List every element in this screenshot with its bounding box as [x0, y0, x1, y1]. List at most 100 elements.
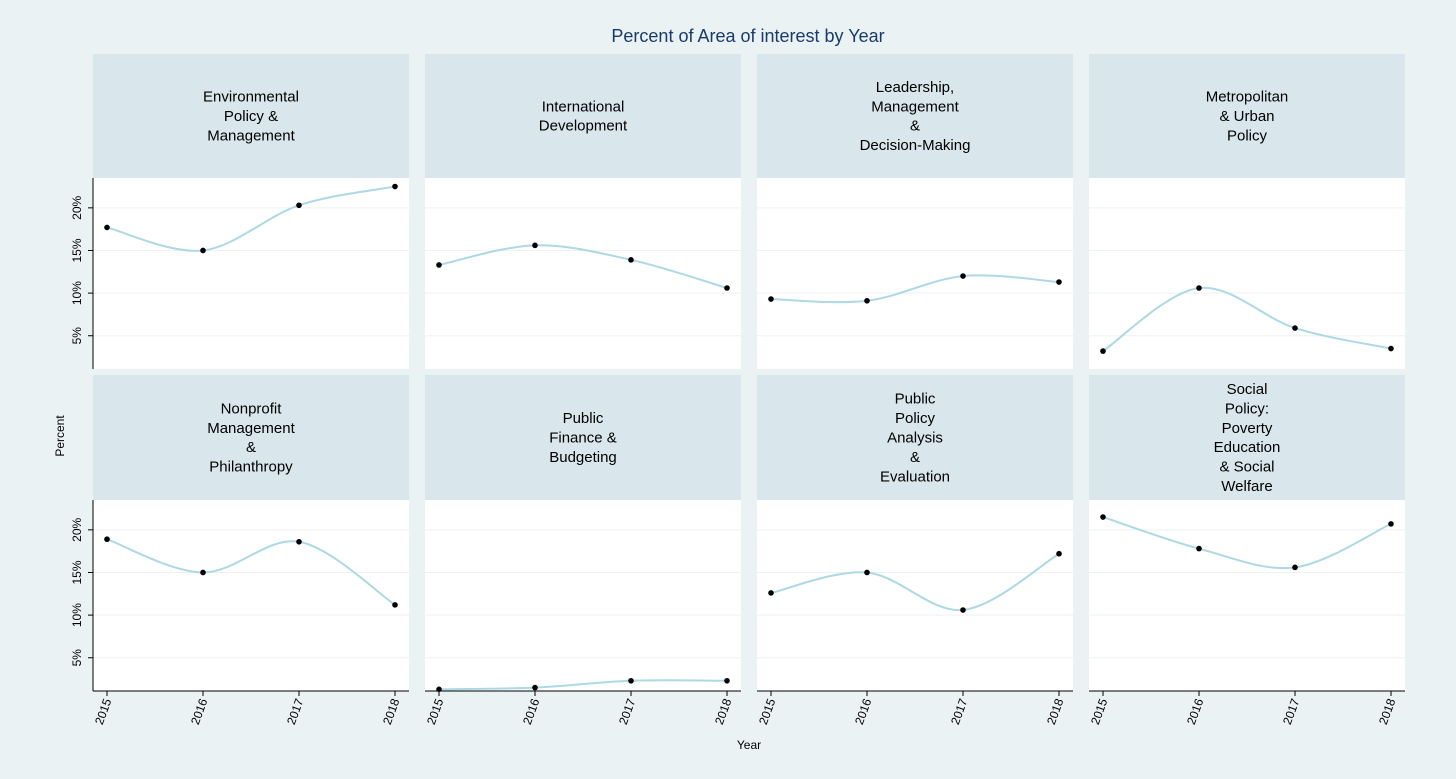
facet-label-line: Policy:: [1225, 400, 1269, 417]
panels: Environmental Policy & Management 5% 10% 15% 2…: [70, 54, 1405, 727]
data-point: [864, 569, 870, 576]
series-line: [106, 185, 396, 252]
facet-label-line: Public: [895, 391, 936, 408]
data-point: [960, 607, 966, 613]
x-tick-label: 2018: [1376, 696, 1398, 726]
data-point: [532, 684, 538, 691]
data-point: [1292, 564, 1298, 571]
data-point: [1056, 550, 1062, 557]
plot-area: [93, 178, 409, 369]
facet-label-line: &: [910, 118, 920, 135]
facet-label-line: Policy &: [224, 108, 278, 125]
data-point: [1292, 325, 1298, 331]
facet-label-line: Poverty: [1222, 420, 1273, 437]
x-tick-label: 2018: [712, 696, 734, 726]
facet-label-line: Analysis: [887, 430, 943, 447]
x-tick-label: 2018: [1044, 696, 1066, 726]
x-tick-label: 2017: [284, 696, 306, 726]
facet-label-line: Public: [563, 410, 604, 427]
facet-label-line: Education: [1214, 439, 1281, 456]
y-tick-label: 5%: [70, 327, 84, 345]
y-axis-title: Percent: [53, 415, 67, 457]
data-point: [1196, 545, 1202, 552]
series-line: [1102, 286, 1392, 352]
facet-label-line: Management: [207, 420, 295, 437]
series-line: [1102, 516, 1392, 570]
data-point: [296, 538, 302, 545]
x-tick-label: 2017: [1280, 696, 1302, 726]
facet-label-line: Welfare: [1221, 478, 1272, 495]
data-point: [1100, 348, 1106, 354]
x-tick-label: 2017: [616, 696, 638, 726]
y-tick-label: 20%: [70, 196, 84, 220]
facet-label-line: Leadership,: [876, 79, 954, 96]
facet-label-line: Budgeting: [549, 449, 617, 466]
data-point: [104, 536, 110, 543]
data-point: [724, 677, 730, 684]
x-tick-label: 2015: [1088, 696, 1110, 726]
data-point: [628, 677, 634, 684]
x-axis-title: Year: [737, 738, 761, 752]
data-point: [1196, 285, 1202, 291]
data-point: [1056, 279, 1062, 285]
plot-area: [1089, 178, 1405, 369]
data-point: [392, 183, 398, 190]
facet-label-line: Decision-Making: [860, 137, 971, 154]
panel-2: Leadership, Management & Decision-Making: [757, 54, 1073, 369]
facet-label-line: &: [246, 439, 256, 456]
x-tick-label: 2016: [520, 696, 542, 726]
panel-3: Metropolitan & Urban Policy: [1089, 54, 1405, 369]
x-tick-label: 2018: [380, 696, 402, 726]
facet-label-line: Nonprofit: [221, 400, 283, 417]
facet-label-line: Metropolitan: [1206, 89, 1289, 106]
x-tick-label: 2015: [424, 696, 446, 726]
facet-label-line: Social: [1227, 381, 1268, 398]
panel-4: Nonprofit Management & Philanthropy 5% 10% 15%…: [70, 375, 409, 727]
panel-0: Environmental Policy & Management 5% 10% 15% 2…: [70, 54, 409, 369]
facet-label-line: Management: [871, 98, 959, 115]
panel-1: International Development: [425, 54, 741, 369]
data-point: [436, 262, 442, 268]
facet-label-line: & Urban: [1219, 108, 1274, 125]
data-point: [104, 224, 110, 231]
data-point: [1100, 514, 1106, 520]
facet-label-line: Evaluation: [880, 468, 950, 485]
panel-7: Social Policy: Poverty Education & Social Wel…: [1088, 375, 1405, 727]
panel-header: [93, 54, 409, 178]
panel-header: [1089, 375, 1405, 500]
data-point: [768, 590, 774, 596]
facet-label-line: International: [542, 98, 625, 115]
facet-label-line: Policy: [1227, 127, 1268, 144]
panel-header: [1089, 54, 1405, 178]
data-point: [200, 247, 206, 254]
y-tick-label: 20%: [70, 518, 84, 542]
facet-label-line: Management: [207, 127, 295, 144]
data-point: [532, 242, 538, 249]
data-point: [392, 602, 398, 608]
data-point: [960, 273, 966, 279]
panel-header: [93, 375, 409, 500]
data-point: [296, 202, 302, 209]
data-point: [1388, 521, 1394, 527]
y-tick-label: 15%: [70, 238, 84, 262]
facet-label-line: &: [910, 449, 920, 466]
plot-area: [757, 178, 1073, 369]
panel-6: Public Policy Analysis & Evaluation 2015 2016 2…: [756, 375, 1073, 727]
panel-header: [425, 54, 741, 178]
y-tick-label: 5%: [70, 649, 84, 667]
x-tick-label: 2016: [1184, 696, 1206, 726]
y-tick-label: 15%: [70, 560, 84, 584]
data-point: [724, 285, 730, 291]
plot-area: [93, 500, 409, 691]
data-point: [1388, 345, 1394, 352]
facet-label-line: Environmental: [203, 89, 299, 106]
data-point: [628, 257, 634, 263]
facet-label-line: Philanthropy: [209, 459, 293, 476]
facet-label-line: Development: [539, 118, 628, 135]
x-tick-label: 2015: [756, 696, 778, 726]
series-line: [438, 679, 728, 691]
plot-area: [1089, 500, 1405, 691]
panel-header: [757, 375, 1073, 500]
x-tick-label: 2015: [92, 696, 114, 726]
